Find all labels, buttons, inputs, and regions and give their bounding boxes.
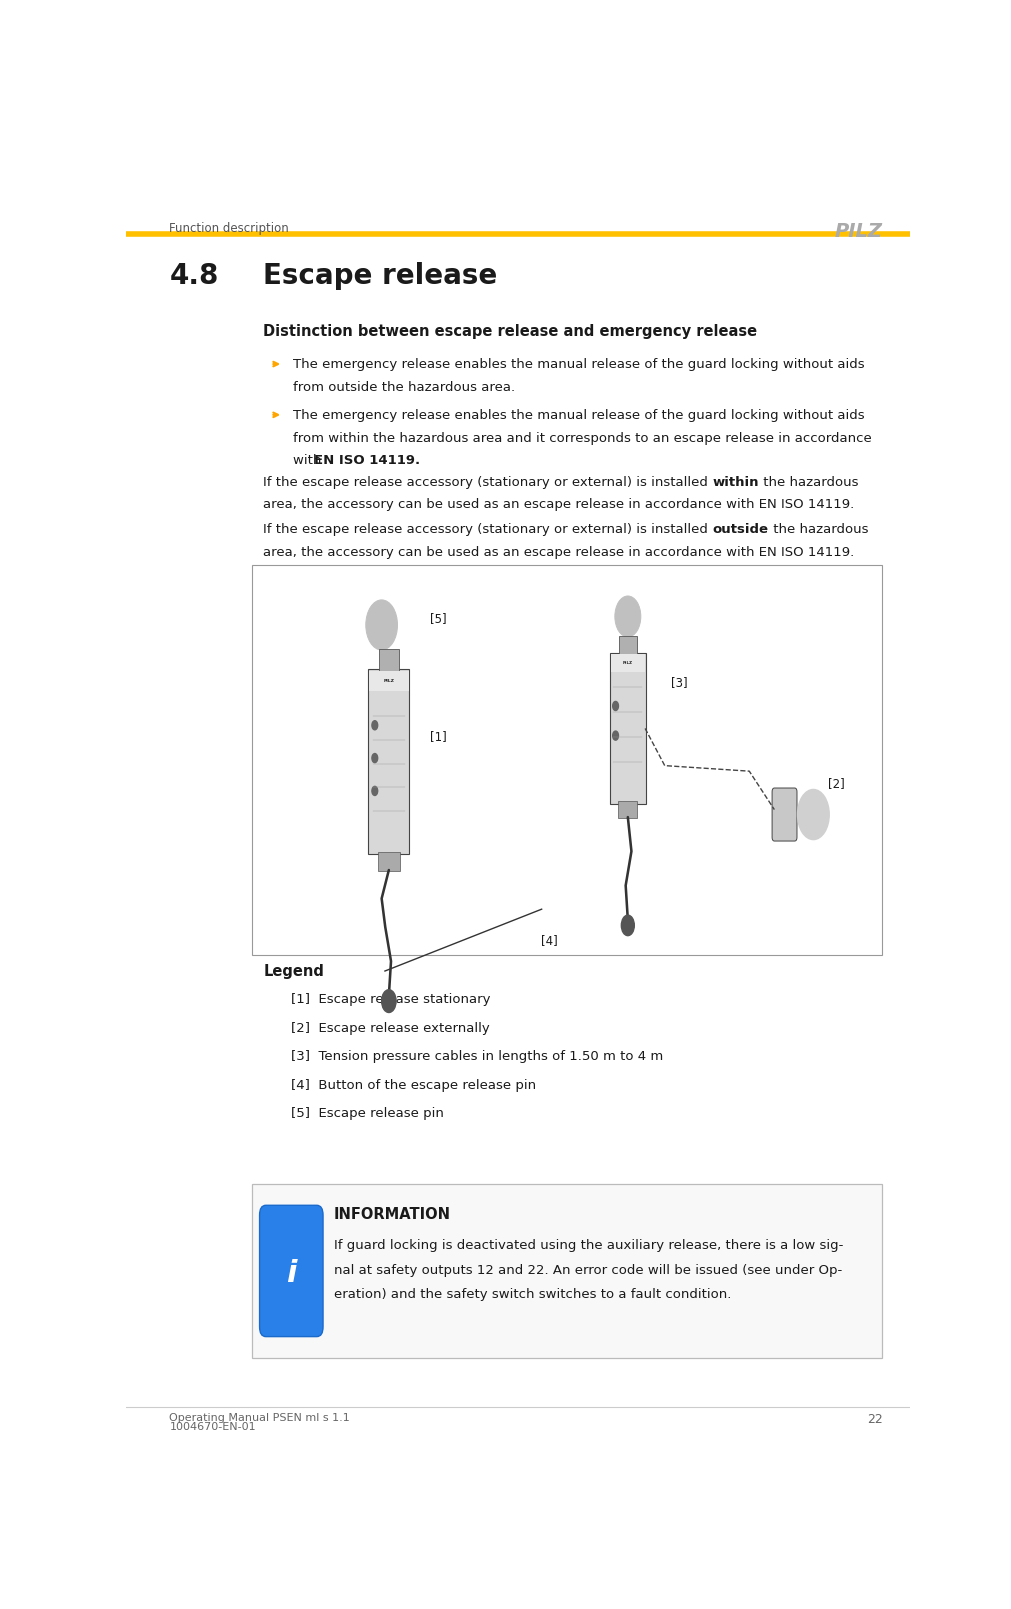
Text: PILZ: PILZ: [623, 661, 633, 665]
FancyBboxPatch shape: [619, 801, 637, 819]
Circle shape: [381, 990, 396, 1012]
Text: from outside the hazardous area.: from outside the hazardous area.: [293, 381, 516, 394]
Text: If guard locking is deactivated using the auxiliary release, there is a low sig-: If guard locking is deactivated using th…: [334, 1239, 843, 1252]
Text: The emergency release enables the manual release of the guard locking without ai: The emergency release enables the manual…: [293, 409, 864, 422]
Circle shape: [615, 595, 641, 637]
Text: Escape release: Escape release: [264, 262, 497, 291]
Text: PILZ: PILZ: [834, 222, 883, 241]
Text: with: with: [293, 454, 326, 468]
Text: [2]: [2]: [828, 777, 844, 790]
Circle shape: [613, 702, 619, 711]
Text: 1004670-EN-01: 1004670-EN-01: [170, 1422, 256, 1432]
Text: Operating Manual PSEN ml s 1.1: Operating Manual PSEN ml s 1.1: [170, 1413, 350, 1424]
Circle shape: [366, 600, 397, 650]
Text: area, the accessory can be used as an escape release in accordance with EN ISO 1: area, the accessory can be used as an es…: [264, 499, 854, 512]
Text: If the escape release accessory (stationary or external) is installed: If the escape release accessory (station…: [264, 523, 713, 536]
Text: outside: outside: [713, 523, 768, 536]
Text: INFORMATION: INFORMATION: [334, 1207, 451, 1221]
Text: [3]: [3]: [671, 676, 687, 689]
Text: from within the hazardous area and it corresponds to an escape release in accord: from within the hazardous area and it co…: [293, 431, 872, 444]
FancyBboxPatch shape: [619, 636, 637, 655]
FancyBboxPatch shape: [611, 655, 645, 673]
Text: The emergency release enables the manual release of the guard locking without ai: The emergency release enables the manual…: [293, 357, 864, 370]
Text: area, the accessory can be used as an escape release in accordance with EN ISO 1: area, the accessory can be used as an es…: [264, 545, 854, 558]
Text: EN ISO 14119.: EN ISO 14119.: [313, 454, 420, 468]
Text: the hazardous: the hazardous: [768, 523, 868, 536]
Text: within: within: [713, 476, 759, 489]
Circle shape: [372, 721, 378, 730]
Text: [4]  Button of the escape release pin: [4] Button of the escape release pin: [291, 1080, 536, 1093]
Text: Legend: Legend: [264, 964, 325, 978]
Circle shape: [372, 787, 378, 795]
FancyBboxPatch shape: [772, 788, 797, 842]
Circle shape: [613, 730, 619, 740]
FancyBboxPatch shape: [260, 1205, 324, 1337]
Text: 22: 22: [866, 1413, 883, 1427]
Text: PILZ: PILZ: [383, 679, 394, 682]
Text: eration) and the safety switch switches to a fault condition.: eration) and the safety switch switches …: [334, 1289, 731, 1302]
FancyBboxPatch shape: [369, 671, 408, 692]
Text: [3]  Tension pressure cables in lengths of 1.50 m to 4 m: [3] Tension pressure cables in lengths o…: [291, 1051, 663, 1064]
Text: nal at safety outputs 12 and 22. An error code will be issued (see under Op-: nal at safety outputs 12 and 22. An erro…: [334, 1263, 842, 1276]
Circle shape: [372, 753, 378, 763]
FancyBboxPatch shape: [378, 851, 399, 870]
FancyBboxPatch shape: [252, 1184, 883, 1358]
Text: Function description: Function description: [170, 222, 289, 235]
Circle shape: [798, 790, 829, 840]
Text: [4]: [4]: [541, 933, 558, 948]
FancyBboxPatch shape: [368, 669, 409, 854]
Text: [1]: [1]: [430, 729, 446, 743]
Text: [2]  Escape release externally: [2] Escape release externally: [291, 1022, 489, 1035]
Text: [5]  Escape release pin: [5] Escape release pin: [291, 1107, 444, 1120]
Text: the hazardous: the hazardous: [759, 476, 858, 489]
FancyBboxPatch shape: [379, 648, 398, 673]
Text: i: i: [286, 1258, 296, 1287]
FancyBboxPatch shape: [610, 653, 646, 803]
Circle shape: [622, 916, 634, 936]
Text: 4.8: 4.8: [170, 262, 218, 291]
Text: Distinction between escape release and emergency release: Distinction between escape release and e…: [264, 325, 757, 339]
Text: [5]: [5]: [430, 611, 446, 624]
Text: [1]  Escape release stationary: [1] Escape release stationary: [291, 993, 490, 1006]
FancyBboxPatch shape: [252, 565, 883, 956]
Text: If the escape release accessory (stationary or external) is installed: If the escape release accessory (station…: [264, 476, 713, 489]
